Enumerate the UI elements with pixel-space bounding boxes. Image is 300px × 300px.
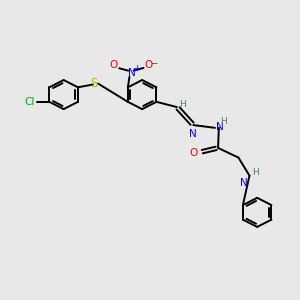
Text: N: N <box>216 122 224 132</box>
Text: H: H <box>252 168 259 177</box>
Text: N: N <box>240 178 248 188</box>
Text: Cl: Cl <box>25 97 35 107</box>
Text: H: H <box>220 117 227 126</box>
Text: +: + <box>134 64 141 73</box>
Text: −: − <box>150 58 158 67</box>
Text: N: N <box>128 68 136 78</box>
Text: O: O <box>189 148 197 158</box>
Text: O: O <box>110 60 118 70</box>
Text: N: N <box>190 128 197 139</box>
Text: S: S <box>90 77 98 90</box>
Text: H: H <box>180 100 186 109</box>
Text: O: O <box>144 60 152 70</box>
